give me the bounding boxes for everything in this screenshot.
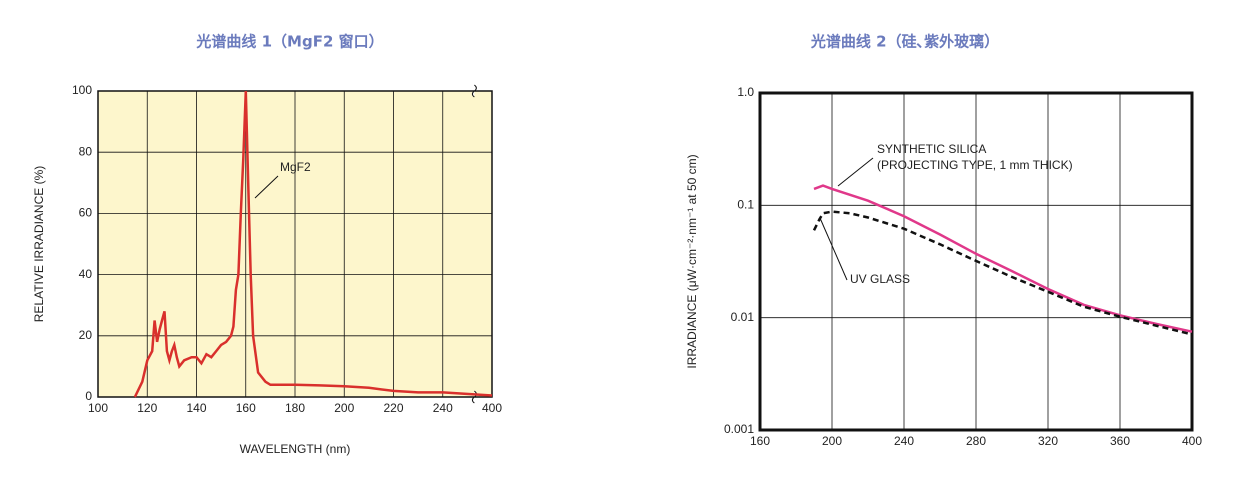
x-tick-label: 160 — [750, 434, 770, 448]
series-line — [812, 210, 1193, 336]
series-line — [813, 184, 1193, 333]
chart: 光谱曲线 1（MgF2 窗口） 0 20 40 60 80 100 100 120 140 160 1… — [32, 33, 502, 457]
plot-border — [758, 91, 1194, 432]
y-tick-label: 1.0 — [737, 85, 754, 99]
x-tick-label: 240 — [433, 401, 453, 415]
series-line — [133, 90, 493, 398]
x-tick-label: 400 — [482, 401, 502, 415]
plot-border — [97, 90, 493, 398]
x-tick-label: 320 — [1038, 434, 1058, 448]
x-axis-label: WAVELENGTH (nm) — [240, 442, 351, 456]
y-tick-label: 0.1 — [737, 198, 754, 212]
y-tick-label: 20 — [79, 328, 93, 342]
series-label: UV GLASS — [850, 272, 910, 286]
axis-break — [471, 84, 477, 98]
x-tick-label: 140 — [186, 401, 206, 415]
x-tick-label: 200 — [334, 401, 354, 415]
x-tick-label: 240 — [894, 434, 914, 448]
x-tick-label: 100 — [88, 401, 108, 415]
y-tick-label: 60 — [79, 206, 93, 220]
y-tick-label: 100 — [72, 83, 92, 97]
x-tick-label: 400 — [1182, 434, 1202, 448]
y-axis-label: IRRADIANCE (μW·cm⁻²·nm⁻¹ at 50 cm) — [685, 154, 699, 368]
x-tick-label: 360 — [1110, 434, 1130, 448]
x-tick-label: 160 — [236, 401, 256, 415]
x-tick-label: 280 — [966, 434, 986, 448]
x-tick-label: 120 — [137, 401, 157, 415]
x-tick-label: 200 — [822, 434, 842, 448]
leader-line — [819, 217, 848, 281]
y-tick-label: 0.001 — [724, 422, 754, 436]
y-axis-label: RELATIVE IRRADIANCE (%) — [32, 166, 46, 322]
annotation: (PROJECTING TYPE, 1 mm THICK) — [877, 158, 1073, 172]
y-tick-label: 0 — [85, 389, 92, 403]
chart-title: 光谱曲线 1（MgF2 窗口） — [195, 33, 383, 51]
chart-title: 光谱曲线 2（硅､紫外玻璃） — [810, 33, 999, 51]
leader-line — [254, 175, 279, 199]
leader-line — [837, 157, 874, 187]
y-tick-label: 0.01 — [731, 310, 755, 324]
x-tick-label: 180 — [285, 401, 305, 415]
y-tick-label: 40 — [79, 267, 93, 281]
chart: 光谱曲线 2（硅､紫外玻璃） 0.001 0.01 0.1 1.0 160 200 240 28… — [685, 33, 1202, 449]
x-tick-label: 220 — [383, 401, 403, 415]
y-tick-label: 80 — [79, 144, 93, 158]
series-label: SYNTHETIC SILICA — [877, 142, 986, 156]
series-label: MgF2 — [280, 160, 311, 174]
